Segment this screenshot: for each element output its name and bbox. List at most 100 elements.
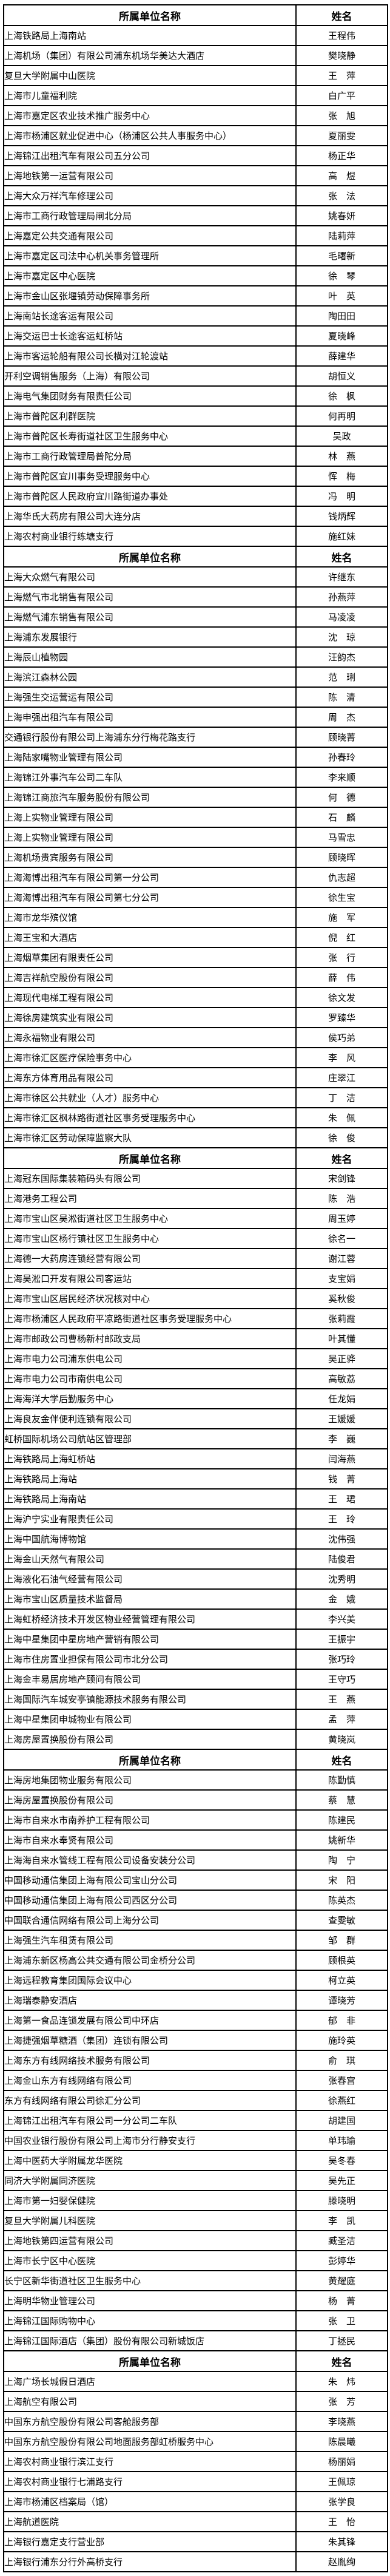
unit-name-cell: 上海上实物业管理有限公司 <box>3 827 297 848</box>
person-name-cell: 朱 佩 <box>295 1107 388 1128</box>
person-name-cell: 姚新华 <box>295 1829 388 1851</box>
unit-name-cell: 上海市龙华殡仪馆 <box>3 907 297 928</box>
unit-name-cell: 上海电气集团财务有限责任公司 <box>3 385 297 407</box>
table-row: 上海市普陀区长寿街道社区卫生服务中心 吴政 <box>3 425 388 447</box>
unit-name-cell: 上海广场长城假日酒店 <box>3 2371 297 2392</box>
unit-name-cell: 上海中星集团申城物业有限公司 <box>3 1709 297 1730</box>
unit-name-cell: 上海市自来水奉贤有限公司 <box>3 1829 297 1851</box>
table-row: 上海良友金伴便利连锁有限公司 王媛媛 <box>3 1408 388 1429</box>
person-name-cell: 夏晓峰 <box>295 325 388 347</box>
unit-name-cell: 上海海博出租汽车有限公司第七分公司 <box>3 887 297 908</box>
table-row: 上海银行浦东分行外高桥支行 赵胤绚 <box>3 2551 388 2572</box>
table-row: 上海市徐汇区枫林路街道社区事务受理服务中心朱 佩 <box>3 1107 388 1128</box>
unit-name-cell: 上海锦江出租汽车有限公司五分公司 <box>3 145 297 166</box>
table-row: 上海市宝山区质量技术监督局金 娥 <box>3 1588 388 1610</box>
unit-name-cell: 上海烟草集团有限责任公司 <box>3 947 297 968</box>
table-row: 上海铁路局上海站钱 菁 <box>3 1468 388 1490</box>
person-name-cell: 任龙娟 <box>295 1388 388 1409</box>
person-name-cell: 陈 浩 <box>295 1188 388 1209</box>
person-name-cell: 樊晓静 <box>295 45 388 66</box>
column-header-name: 姓名 <box>295 4 388 26</box>
unit-name-cell: 上海锦江国际酒店（集团）股份有限公司新城饭店 <box>3 2330 297 2351</box>
unit-name-cell: 上海市宝山区居民经济状况核对中心 <box>3 1288 297 1309</box>
table-row: 上海永福物业有限公司 侯巧弟 <box>3 1027 388 1048</box>
table-row: 上海捷强烟草糖酒（集团）连锁有限公司 施玲英 <box>3 2030 388 2051</box>
table-row: 上海浦东发展银行沈 琼 <box>3 626 388 648</box>
person-name-cell: 陈晨曦 <box>295 2431 388 2452</box>
person-name-cell: 顾晓菁 <box>295 727 388 748</box>
person-name-cell: 毛曙新 <box>295 245 388 266</box>
person-name-cell: 马雪忠 <box>295 827 388 848</box>
table-row: 上海陆家嘴物业管理有限公司 孙春玲 <box>3 747 388 768</box>
unit-name-cell: 中国联合通信网络有限公司上海分公司 <box>3 1910 297 1931</box>
person-name-cell: 庄翠江 <box>295 1067 388 1088</box>
table-row: 上海辰山植物园 汪韵杰 <box>3 646 388 668</box>
table-row: 中国移动通信集团上海有限公司西区分公司 陈英杰 <box>3 1890 388 1911</box>
table-row: 上海虹桥经济技术开发区物业经营管理有限公司 李兴美 <box>3 1608 388 1630</box>
unit-name-cell: 上海市工商行政管理局普陀分局 <box>3 446 297 467</box>
table-row: 上海港务工程公司陈 浩 <box>3 1188 388 1209</box>
unit-name-cell: 上海良友金伴便利连锁有限公司 <box>3 1408 297 1429</box>
table-row: 上海机场（集团）有限公司浦东机场华美达大酒店 樊晓静 <box>3 45 388 66</box>
person-name-cell: 朱其锋 <box>295 2531 388 2552</box>
table-row: 上海房地集团物业服务有限公司 陈勤慎 <box>3 1769 388 1791</box>
person-name-cell: 施红妹 <box>295 526 388 547</box>
unit-name-cell: 上海燃气浦东销售有限公司 <box>3 606 297 628</box>
person-name-cell: 李 凯 <box>295 2210 388 2231</box>
table-row: 上海东方体育用品有限公司 庄翠江 <box>3 1067 388 1088</box>
table-header-row: 所属单位名称 姓名 <box>3 2350 388 2372</box>
table-row: 上海锦江国际酒店（集团）股份有限公司新城饭店 丁拯民 <box>3 2330 388 2351</box>
table-header-row: 所属单位名称 姓名 <box>3 1749 388 1771</box>
table-row: 上海强生汽车租赁有限公司邹 群 <box>3 1930 388 1951</box>
person-name-cell: 邹 群 <box>295 1930 388 1951</box>
person-name-cell: 胡恒义 <box>295 365 388 387</box>
person-name-cell: 杨 菁 <box>295 2290 388 2311</box>
person-name-cell: 周 杰 <box>295 707 388 728</box>
person-name-cell: 彭婷华 <box>295 2250 388 2271</box>
person-name-cell: 张 卫 <box>295 2310 388 2331</box>
unit-name-cell: 上海市第一妇婴保健院 <box>3 2190 297 2211</box>
unit-name-cell: 上海大众燃气有限公司 <box>3 566 297 588</box>
table-row: 上海航空有限公司张 芳 <box>3 2391 388 2412</box>
table-row: 上海市嘉定区司法中心机关事务管理所 毛曙新 <box>3 245 388 266</box>
unit-name-cell: 上海申强出租汽车有限公司 <box>3 707 297 728</box>
unit-name-cell: 上海冠东国际集装箱码头有限公司 <box>3 1168 297 1189</box>
person-name-cell: 白广平 <box>295 85 388 106</box>
person-name-cell: 徐燕红 <box>295 2090 388 2111</box>
person-name-cell: 陈英杰 <box>295 1890 388 1911</box>
person-name-cell: 姚春妍 <box>295 205 388 226</box>
unit-name-cell: 上海房地集团物业服务有限公司 <box>3 1769 297 1791</box>
unit-name-cell: 上海海博出租汽车有限公司第一分公司 <box>3 867 297 888</box>
unit-name-cell: 上海农村商业银行练塘支行 <box>3 526 297 547</box>
unit-name-cell: 中国东方航空股份有限公司客舱服务部 <box>3 2411 297 2432</box>
unit-name-cell: 上海市儿童福利院 <box>3 85 297 106</box>
unit-name-cell: 上海嘉定公共交通有限公司 <box>3 225 297 246</box>
unit-name-cell: 上海瑞泰静安酒店 <box>3 1990 297 2011</box>
unit-name-cell: 上海地铁第一运营有限公司 <box>3 165 297 186</box>
person-name-cell: 张春宫 <box>295 2070 388 2091</box>
person-name-cell: 滕晓明 <box>295 2190 388 2211</box>
unit-name-cell: 上海市电力公司市南供电公司 <box>3 1368 297 1389</box>
table-row: 上海市普陀区人民政府宜川路街道办事处冯 明 <box>3 486 388 507</box>
table-row: 上海电气集团财务有限责任公司徐 枫 <box>3 385 388 407</box>
table-row: 中国联合通信网络有限公司上海分公司 查雯敏 <box>3 1910 388 1931</box>
table-row: 上海大众燃气有限公司 许继东 <box>3 566 388 588</box>
table-row: 上海市杨浦区档案局（馆） 张学良 <box>3 2491 388 2512</box>
unit-name-cell: 复旦大学附属儿科医院 <box>3 2210 297 2231</box>
column-header-unit: 所属单位名称 <box>3 546 297 568</box>
unit-name-cell: 上海海自来水管线工程有限公司设备安装分公司 <box>3 1849 297 1871</box>
table-row: 上海市宝山区吴淞街道社区卫生服务中心 周玉婷 <box>3 1208 388 1229</box>
unit-name-cell: 上海市徐汇区劳动保障监察大队 <box>3 1127 297 1148</box>
person-name-cell: 张 旭 <box>295 105 388 126</box>
person-name-cell: 王守巧 <box>295 1669 388 1690</box>
table-row: 上海铁路局上海南站王 珺 <box>3 1488 388 1510</box>
person-name-cell: 朱 炜 <box>295 2371 388 2392</box>
unit-name-cell: 长宁区新华街道社区卫生服务中心 <box>3 2270 297 2291</box>
person-name-cell: 张莉霞 <box>295 1308 388 1329</box>
person-name-cell: 陈 清 <box>295 686 388 708</box>
table-row: 上海徐房建筑实业有限公司 罗臻华 <box>3 1007 388 1028</box>
table-row: 复旦大学附属儿科医院李 凯 <box>3 2210 388 2231</box>
unit-name-cell: 上海锦江国际购物中心 <box>3 2310 297 2331</box>
table-row: 上海地铁第一运营有限公司高 煜 <box>3 165 388 186</box>
